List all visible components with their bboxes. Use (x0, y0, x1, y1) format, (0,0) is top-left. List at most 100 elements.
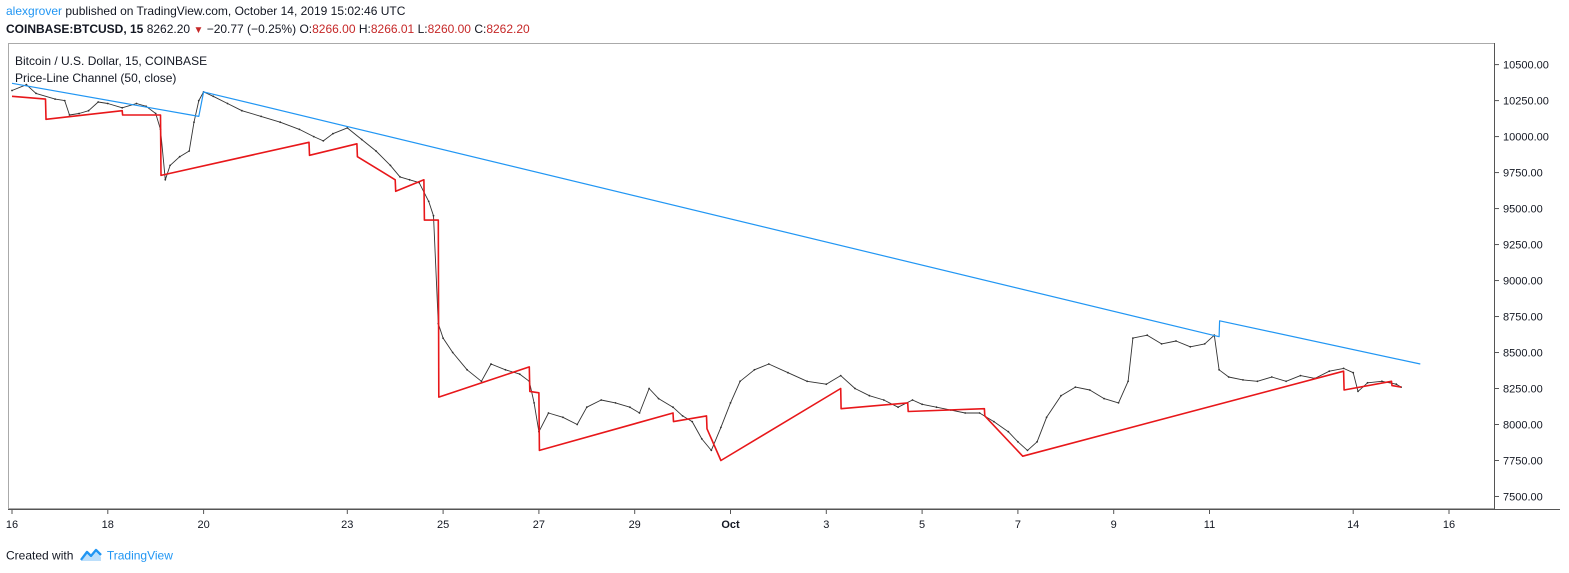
price-point (787, 371, 789, 374)
price-point (1007, 430, 1010, 433)
price-point (562, 416, 564, 419)
price-point (1357, 390, 1359, 393)
price-point (432, 214, 435, 217)
symbol-bar: COINBASE:BTCUSD, 15 8262.20 ▼ −20.77 (−0… (6, 22, 530, 36)
price-point (226, 102, 229, 105)
open-label: O: (299, 22, 313, 36)
price-point (576, 423, 579, 426)
price-point (1026, 449, 1029, 452)
price-point (399, 176, 401, 178)
price-point (993, 420, 995, 423)
price-point (121, 106, 124, 109)
price-point (1381, 380, 1383, 383)
price-point (1017, 440, 1019, 443)
price-point (854, 387, 856, 390)
close-value: 8262.20 (486, 22, 530, 36)
channel-upper-line-group (11, 82, 1421, 365)
price-point (1270, 376, 1273, 378)
x-tick-label: 20 (197, 519, 209, 531)
price-point (466, 368, 468, 371)
x-tick-label: 18 (102, 519, 114, 531)
price-point (921, 403, 923, 406)
price-point (193, 121, 195, 124)
x-tick-label: 27 (533, 519, 545, 531)
price-point (700, 438, 703, 440)
price-point (767, 363, 770, 365)
price-point (648, 387, 650, 390)
price-point (63, 99, 66, 102)
x-tick-label: 16 (1443, 519, 1455, 531)
price-point (212, 95, 215, 98)
price-point (241, 109, 243, 112)
x-tick-label: 5 (919, 519, 925, 531)
price-point (78, 112, 80, 115)
price-point (1299, 374, 1302, 377)
price-point (638, 412, 641, 414)
price-point (1127, 380, 1129, 383)
price-point (97, 101, 100, 103)
price-point (935, 406, 938, 409)
publish-info: alexgrover published on TradingView.com,… (6, 4, 405, 18)
channel-lower-line-group (11, 95, 1402, 462)
price-point (1045, 416, 1048, 419)
price-point (490, 363, 492, 365)
price-point (600, 399, 603, 401)
price-point (1366, 381, 1369, 384)
y-tick-label: 7750.00 (1503, 455, 1543, 467)
price-point (614, 402, 617, 404)
price-point (451, 351, 454, 354)
price-point (197, 99, 200, 102)
price-point (375, 150, 377, 152)
price-point (54, 98, 56, 100)
price-axis[interactable]: 10500.00 10250.00 10000.00 9750.00 9500.00 92… (1494, 60, 1549, 504)
last-price: 8262.20 (146, 22, 191, 36)
y-tick-label: 8250.00 (1503, 384, 1543, 396)
channel-lower-line (11, 95, 1402, 462)
price-point (135, 102, 138, 105)
price-point (427, 200, 430, 203)
price-point (480, 380, 483, 383)
series-title: Bitcoin / U.S. Dollar, 15, COINBASE (15, 54, 207, 68)
price-point (260, 115, 262, 118)
price-point (389, 164, 392, 167)
price-point (164, 178, 167, 181)
price-point (408, 178, 411, 181)
channel-upper-line (11, 82, 1421, 365)
price-point (839, 374, 842, 377)
price-point (87, 109, 90, 112)
x-tick-label: 16 (6, 519, 18, 531)
price-point (1352, 371, 1355, 374)
price-point (1203, 343, 1206, 345)
price-point (1242, 379, 1244, 381)
open-value: 8266.00 (312, 22, 356, 36)
price-point (672, 406, 674, 409)
price-point (1227, 376, 1230, 378)
low-label: L: (417, 22, 428, 36)
price-point (35, 92, 37, 95)
price-point (1146, 334, 1149, 337)
price-point (1175, 340, 1177, 342)
price-point (868, 394, 871, 397)
x-tick-label: 9 (1111, 519, 1117, 531)
price-point (1256, 380, 1259, 383)
y-tick-label: 9250.00 (1503, 240, 1543, 252)
time-axis[interactable]: 16 18 20 23 25 27 29 Oct 3 5 7 9 11 14 16 (6, 509, 1455, 531)
price-point (710, 449, 713, 452)
x-tick-label: 11 (1204, 519, 1215, 531)
x-tick-label: 29 (629, 519, 641, 531)
price-point (753, 368, 756, 371)
price-point (911, 399, 914, 401)
price-point (1132, 337, 1134, 339)
tradingview-brand-link[interactable]: TradingView (106, 548, 173, 563)
chart-frame (8, 43, 1495, 509)
y-tick-label: 10000.00 (1503, 132, 1549, 144)
price-point (739, 380, 741, 383)
price-point (332, 132, 334, 135)
created-with-text: Created with (6, 548, 74, 563)
author-link[interactable]: alexgrover (6, 4, 63, 18)
price-point (657, 397, 660, 400)
x-tick-label: 3 (823, 519, 829, 531)
price-point (322, 140, 325, 142)
price-point (681, 415, 684, 417)
